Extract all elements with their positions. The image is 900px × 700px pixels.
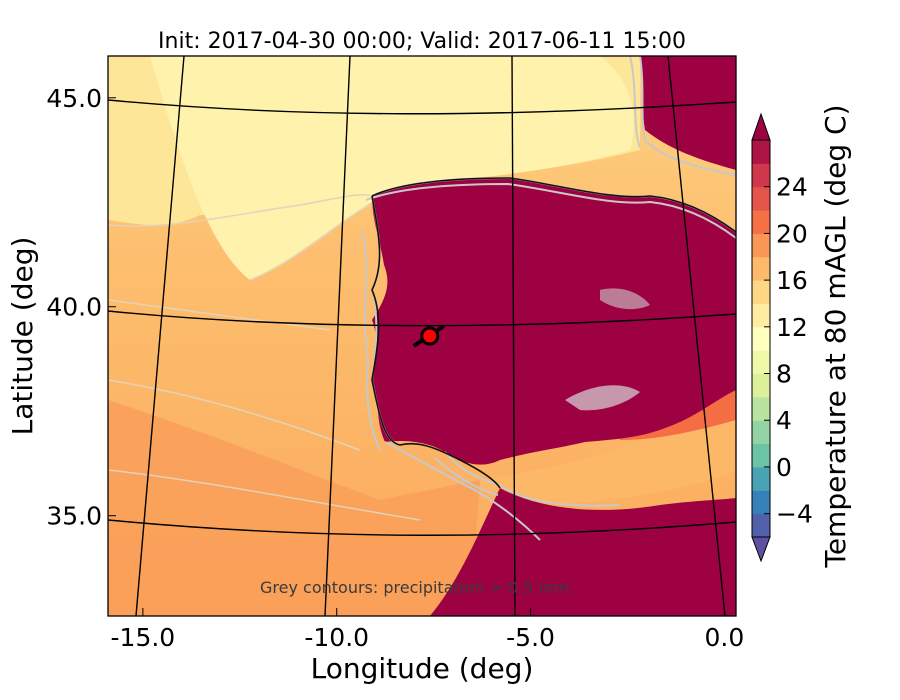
x-tick-label: -15.0: [111, 623, 176, 652]
meridian-0: [667, 56, 726, 616]
iberia-landmass: [372, 178, 736, 465]
meridian-minus-5: [511, 56, 516, 616]
location-marker: [420, 326, 440, 346]
colorbar-segment: [752, 350, 770, 375]
map-frame: [107, 55, 737, 617]
colorbar-segment: [752, 443, 770, 468]
y-tick-label: 45.0: [46, 84, 102, 113]
colorbar-tick-label: 4: [776, 406, 792, 435]
colorbar-segment: [752, 140, 770, 164]
colorbar-segment: [752, 396, 770, 421]
colorbar-segment: [752, 303, 770, 328]
meridian-minus-15: [135, 56, 185, 616]
colorbar-segment: [752, 466, 770, 491]
x-tick-label: -10.0: [304, 623, 369, 652]
colorbar-tick-label: 16: [776, 266, 808, 295]
colorbar: −4 0 4 8 12 16 20 24: [751, 112, 813, 563]
sea-warm-band: [108, 400, 480, 616]
colorbar-segment: [752, 513, 770, 538]
colorbar-extend-min: [751, 536, 771, 563]
france-landmass: [640, 56, 736, 170]
x-tick-label: -5.0: [506, 623, 555, 652]
colorbar-segment: [752, 163, 770, 188]
sea-contours: [108, 193, 421, 521]
colorbar-tick-label: 12: [776, 313, 808, 342]
map-panel: [108, 56, 736, 616]
colorbar-segment: [752, 490, 770, 515]
colorbar-extend-max: [751, 112, 771, 141]
meridian-minus-10: [324, 56, 351, 616]
colorbar-segment: [752, 256, 770, 281]
chart-title: Init: 2017-04-30 00:00; Valid: 2017-06-1…: [158, 29, 686, 54]
colorbar-label: Temperature at 80 mAGL (deg C): [819, 104, 852, 568]
colorbar-segment: [752, 233, 770, 258]
colorbar-tick-label: 0: [776, 453, 792, 482]
interior-cool-patch-2: [600, 288, 650, 310]
precip-annotation: Grey contours: precipitation > 0.5 mm: [260, 578, 569, 597]
parallel-45: [108, 99, 736, 115]
y-tick-label: 35.0: [46, 502, 102, 531]
colorbar-segment: [752, 420, 770, 445]
x-tick-label: 0.0: [704, 623, 744, 652]
x-axis-label: Longitude (deg): [311, 652, 534, 685]
y-tick-label: 40.0: [46, 293, 102, 322]
colorbar-segment: [752, 373, 770, 398]
parallel-35: [108, 519, 736, 536]
colorbar-segment: [752, 186, 770, 211]
colorbar-frame: [751, 139, 771, 538]
colorbar-tick-label: 20: [776, 219, 808, 248]
colorbar-tick-label: 24: [776, 173, 808, 202]
colorbar-tick-label: 8: [776, 360, 792, 389]
colorbar-segment: [752, 210, 770, 234]
y-axis-label: Latitude (deg): [6, 237, 39, 436]
colorbar-segment: [752, 280, 770, 304]
graticule: [108, 56, 736, 616]
colorbar-tick-label: −4: [776, 500, 813, 529]
coastline: [371, 177, 736, 489]
africa-landmass: [430, 488, 736, 616]
interior-cool-patch: [565, 385, 640, 411]
colorbar-segment: [752, 326, 770, 351]
parallel-40: [108, 310, 736, 327]
